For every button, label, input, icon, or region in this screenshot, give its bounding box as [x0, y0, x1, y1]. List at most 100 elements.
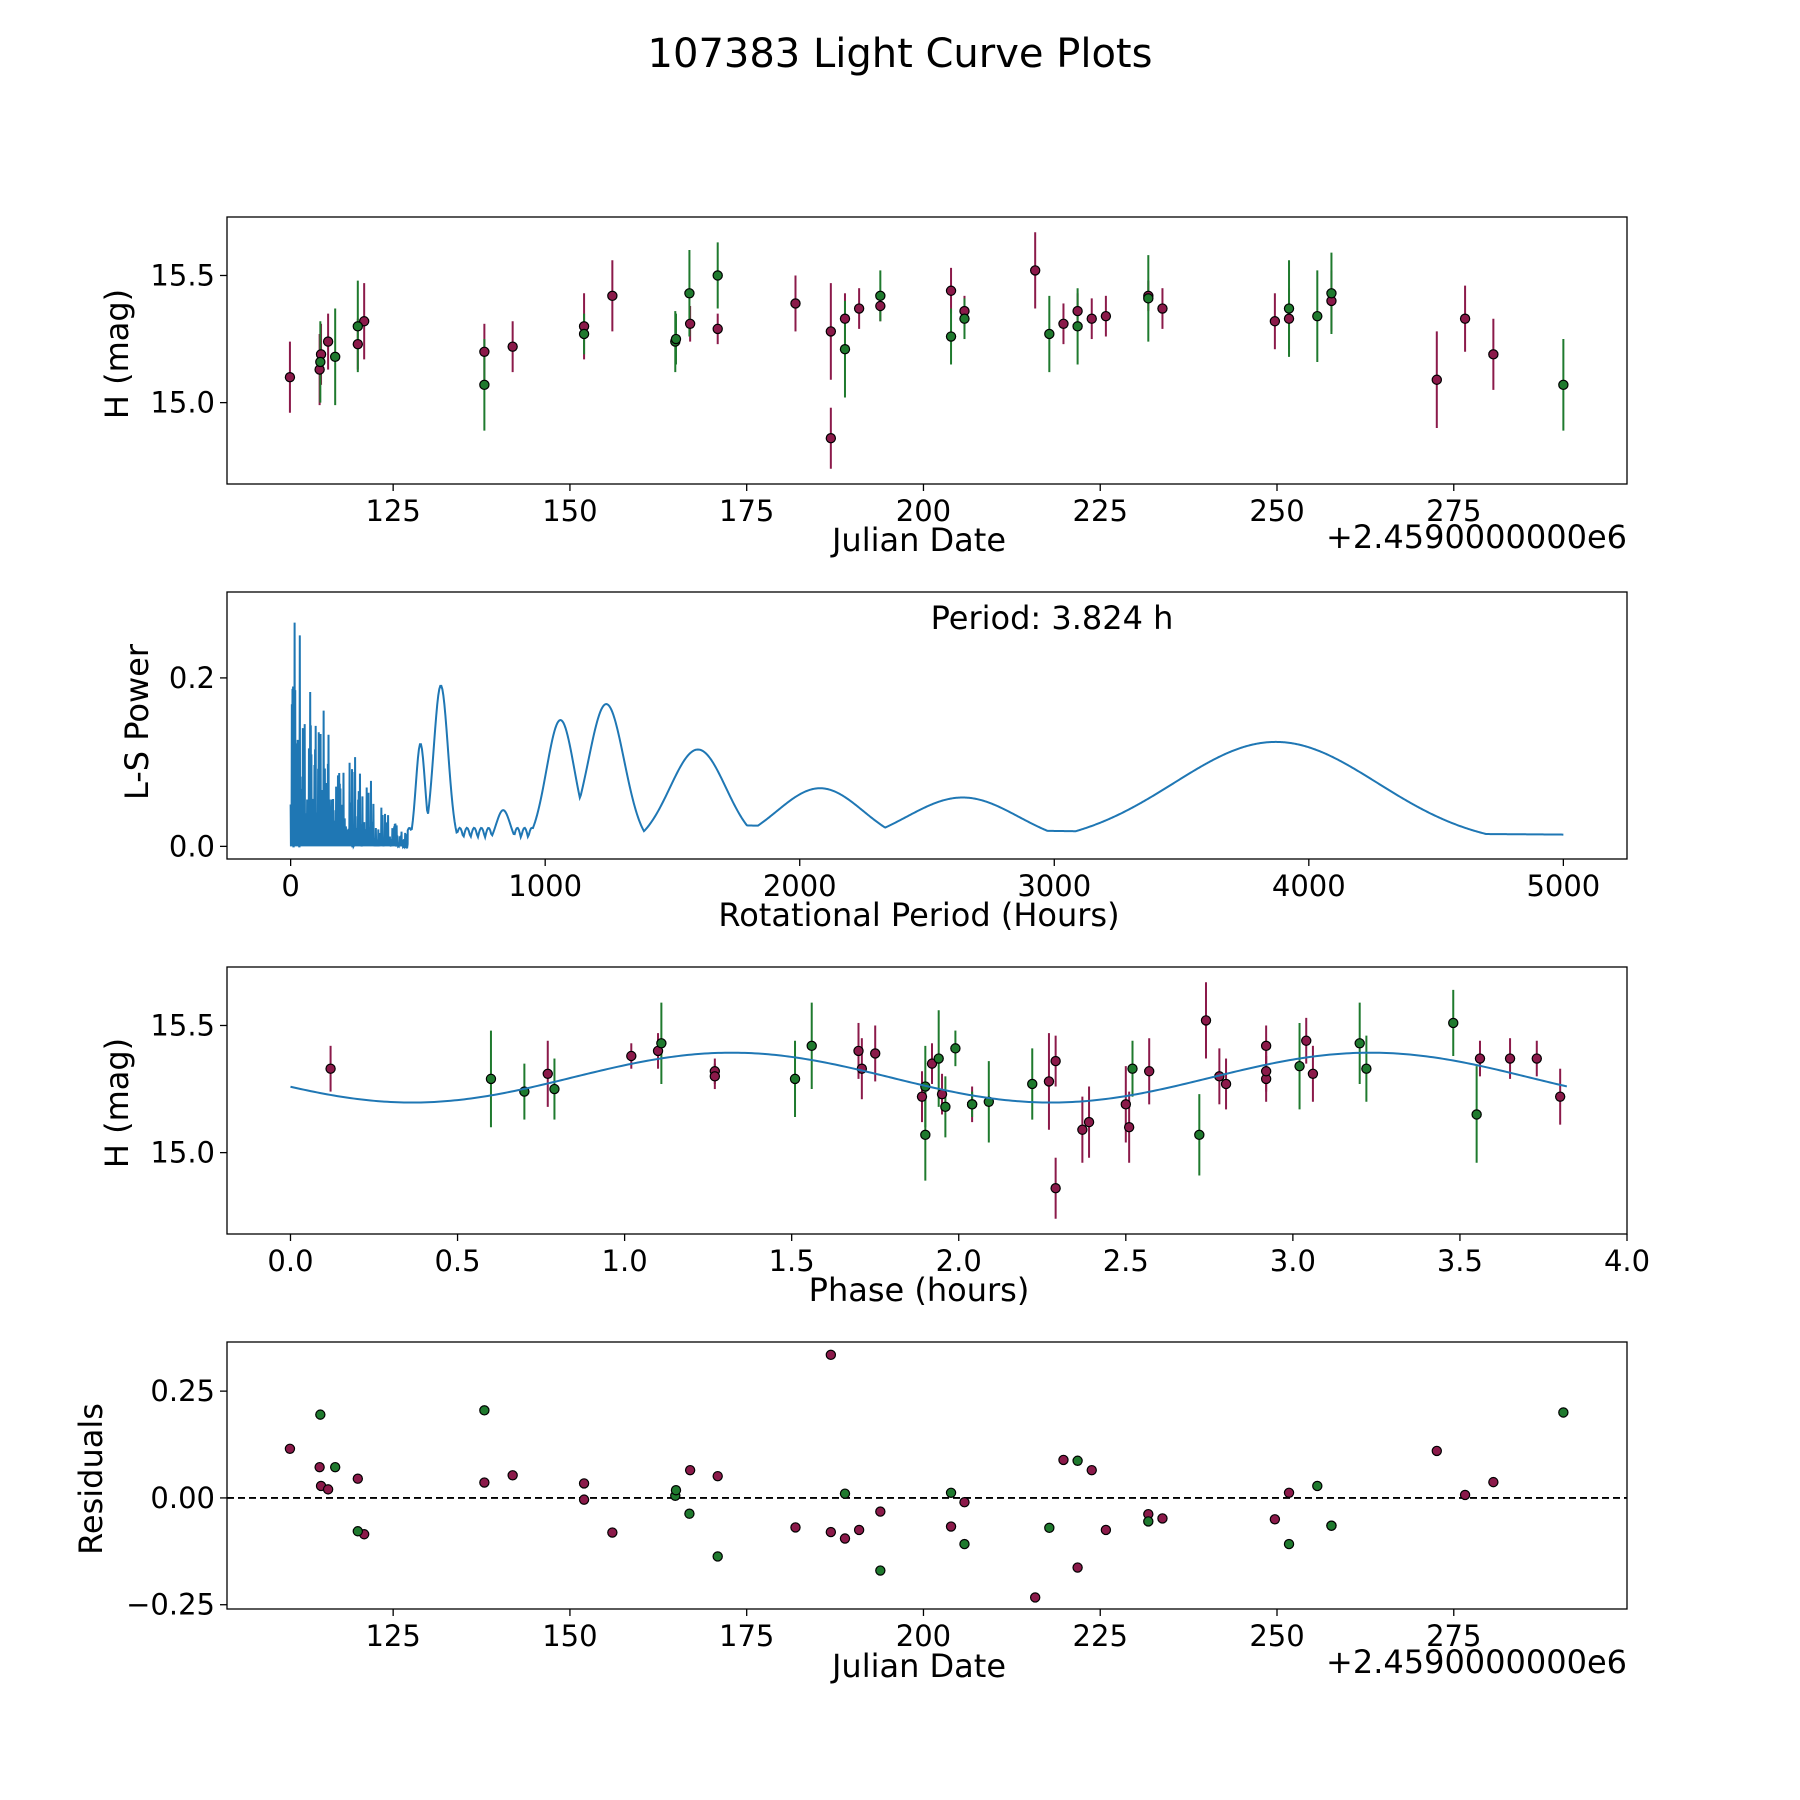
residuals-xtick-label: 150: [542, 1619, 597, 1653]
lightcurve-point-green: [1312, 310, 1323, 322]
periodogram-xlabel: Rotational Period (Hours): [718, 896, 1119, 934]
phased-point-red: [1301, 1035, 1312, 1046]
residuals-point-green: [1326, 1520, 1337, 1531]
phased-point-green: [1027, 1078, 1038, 1090]
lightcurve-point-red: [839, 313, 851, 324]
lightcurve-xtick-label: 200: [896, 494, 951, 528]
phased-model-curve: [290, 1051, 1568, 1104]
periodogram-xtick-label: 0: [281, 869, 299, 903]
phased-point-green: [966, 1099, 978, 1110]
lightcurve-ytick-label: 15.5: [150, 258, 215, 292]
phased-point-green: [1294, 1060, 1305, 1072]
residuals-point-red: [875, 1506, 886, 1517]
periodogram-xtick-label: 5000: [1526, 869, 1600, 903]
lightcurve-point-red: [1086, 313, 1097, 324]
residuals-point-green: [1143, 1516, 1154, 1527]
residuals-xtick-label: 275: [1426, 1619, 1481, 1653]
phased-xtick-label: 0.5: [434, 1244, 480, 1278]
phased-ytick-label: 15.5: [150, 1008, 215, 1042]
phased-xtick-label: 0.0: [267, 1244, 313, 1278]
phased-point-red: [1554, 1091, 1566, 1102]
lightcurve-point-red: [1283, 313, 1295, 324]
residuals-point-red: [1283, 1487, 1295, 1499]
lightcurve-xtick-label: 175: [719, 494, 774, 528]
residuals-point-red: [1459, 1489, 1471, 1501]
residuals-point-red: [825, 1349, 837, 1361]
lightcurve-xlabel: Julian Date: [830, 521, 1006, 559]
lightcurve-point-red: [479, 346, 490, 357]
residuals-point-red: [959, 1496, 970, 1508]
lightcurve-x-offset: +2.4590000000e6: [1326, 518, 1627, 556]
lightcurve-ytick-label: 15.0: [150, 386, 215, 420]
residuals-axes-frame: [226, 1341, 1628, 1610]
residuals-point-red: [284, 1443, 296, 1455]
residuals-point-green: [1558, 1407, 1569, 1418]
residuals-point-red: [684, 1464, 696, 1476]
phased-point-red: [1123, 1121, 1135, 1133]
residuals-xtick-label: 225: [1073, 1619, 1128, 1653]
residuals-point-green: [1072, 1455, 1083, 1466]
lightcurve-point-green: [875, 290, 886, 302]
phased-point-green: [1354, 1038, 1365, 1049]
lightcurve-point-red: [712, 323, 723, 335]
phased-ylabel: H (mag): [98, 1038, 136, 1168]
phased-point-green: [1361, 1063, 1372, 1074]
phased-xtick-label: 4.0: [1604, 1244, 1650, 1278]
residuals-point-green: [875, 1565, 886, 1576]
lightcurve-point-red: [825, 326, 837, 337]
residuals-point-red: [607, 1527, 618, 1538]
lightcurve-markers: [284, 265, 1569, 444]
lightcurve-point-red: [1459, 313, 1471, 324]
residuals-point-red: [578, 1494, 590, 1505]
phased-point-red: [916, 1091, 928, 1102]
phased-point-green: [1127, 1063, 1138, 1074]
phased-ytick-label: 15.0: [150, 1136, 215, 1170]
residuals-point-red: [1431, 1445, 1442, 1457]
residuals-point-red: [1157, 1513, 1168, 1524]
phased-point-red: [1307, 1068, 1319, 1080]
residuals-point-green: [712, 1551, 723, 1562]
lightcurve-point-green: [578, 328, 590, 340]
lightcurve-point-red: [1488, 349, 1499, 360]
residuals-ytick-label: 0.25: [150, 1374, 215, 1408]
periodogram-xtick-label: 1000: [508, 869, 582, 903]
residuals-markers: [284, 1349, 1569, 1603]
residuals-point-red: [853, 1524, 865, 1536]
lightcurve-point-green: [670, 333, 682, 345]
residuals-point-red: [1029, 1592, 1041, 1603]
phased-point-red: [1220, 1078, 1232, 1090]
phased-point-green: [933, 1053, 944, 1064]
phased-point-green: [1471, 1109, 1482, 1120]
lightcurve-point-green: [315, 356, 326, 368]
lightcurve-point-green: [712, 270, 723, 281]
phased-point-green: [806, 1040, 817, 1052]
periodogram-panel: L-S Power Rotational Period (Hours) Peri…: [118, 591, 1628, 934]
phased-point-green: [549, 1083, 560, 1095]
periodogram-xtick-label: 3000: [1017, 869, 1091, 903]
phased-point-red: [1043, 1076, 1055, 1087]
residuals-x-offset: +2.4590000000e6: [1326, 1643, 1627, 1681]
phased-point-red: [1143, 1066, 1155, 1077]
lightcurve-point-green: [1143, 293, 1154, 304]
phased-point-red: [709, 1071, 721, 1082]
phased-point-red: [1260, 1040, 1272, 1052]
lightcurve-point-red: [607, 290, 618, 302]
phased-axes-frame: [226, 966, 1628, 1235]
lightcurve-point-red: [875, 300, 886, 312]
phased-xtick-label: 2.5: [1103, 1244, 1149, 1278]
residuals-point-green: [1312, 1480, 1323, 1492]
periodogram-axes-frame: [226, 591, 1628, 860]
lightcurve-point-red: [1431, 374, 1442, 385]
residuals-point-red: [790, 1522, 801, 1533]
phased-point-red: [325, 1063, 336, 1074]
residuals-panel: Residuals Julian Date +2.4590000000e6 12…: [72, 1341, 1628, 1685]
lightcurve-point-green: [839, 344, 851, 355]
lightcurve-point-red: [1029, 265, 1041, 276]
lightcurve-point-red: [1157, 303, 1168, 314]
phased-point-green: [789, 1073, 801, 1085]
phased-xtick-label: 1.5: [769, 1244, 815, 1278]
residuals-point-green: [315, 1409, 326, 1420]
phased-point-red: [1260, 1066, 1272, 1077]
period-annotation: Period: 3.824 h: [931, 599, 1174, 637]
